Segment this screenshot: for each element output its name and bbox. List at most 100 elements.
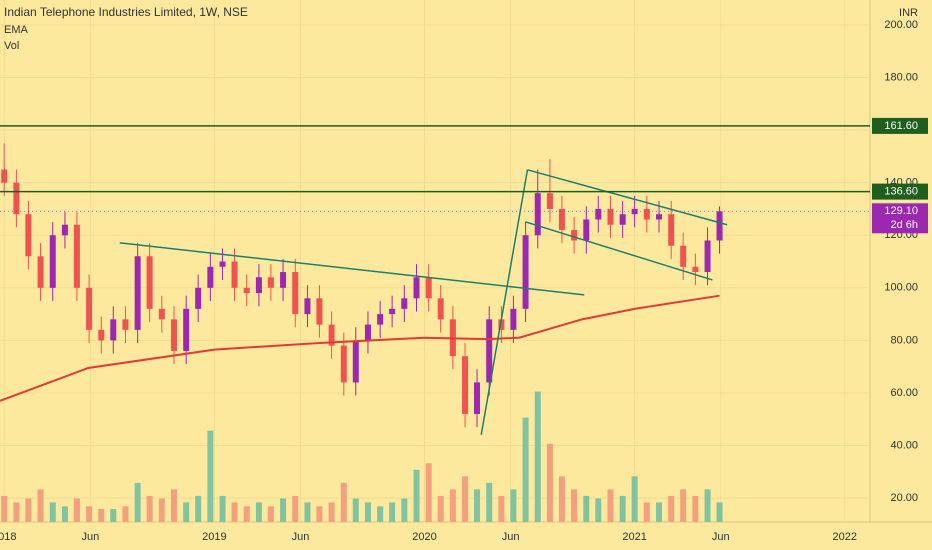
volume-bar: [364, 502, 371, 522]
candle-body: [389, 308, 396, 315]
legend-volume: Vol: [4, 40, 19, 52]
volume-bar: [255, 502, 262, 522]
volume-bar: [13, 502, 20, 522]
volume-bar: [583, 495, 590, 522]
volume-bar: [631, 476, 638, 522]
volume-bar: [449, 489, 456, 522]
trend-line: [527, 169, 728, 226]
volume-bar: [61, 506, 68, 522]
candle-body: [716, 211, 723, 241]
candle-body: [534, 193, 541, 236]
candle-body: [486, 319, 493, 383]
volume-bar: [643, 502, 650, 522]
volume-bar: [498, 495, 505, 522]
candle-body: [292, 272, 299, 315]
candle-body: [49, 235, 56, 288]
volume-bar: [571, 489, 578, 522]
candle-body: [571, 229, 578, 241]
candle-body: [425, 277, 432, 299]
volume-bar: [425, 463, 432, 522]
volume-bar: [474, 489, 481, 522]
candle-body: [195, 287, 202, 309]
candle-body: [255, 277, 262, 294]
volume-bar: [292, 495, 299, 522]
volume-bar: [413, 469, 420, 522]
candle-body: [352, 340, 359, 383]
volume-bar: [522, 417, 529, 522]
candle-body: [231, 261, 238, 288]
volume-bar: [352, 498, 359, 522]
countdown-label: 2d 6h: [890, 219, 918, 231]
candle-body: [583, 219, 590, 241]
volume-bar: [37, 489, 44, 522]
volume-bar: [134, 482, 141, 522]
candle-body: [510, 308, 517, 330]
candle-body: [61, 224, 68, 236]
candle-body: [377, 314, 384, 325]
volume-bar: [146, 495, 153, 522]
chart-title: Indian Telephone Industries Limited, 1W,…: [4, 5, 248, 19]
volume-bar: [340, 482, 347, 522]
volume-bar: [304, 502, 311, 522]
candle-body: [1, 169, 8, 183]
candle-body: [668, 214, 675, 246]
volume-bar: [704, 489, 711, 522]
volume-bar: [680, 489, 687, 522]
candle-body: [558, 208, 565, 230]
volume-bar: [486, 482, 493, 522]
candle-body: [98, 329, 105, 341]
candle-body: [498, 319, 505, 330]
x-tick-label: 2018: [0, 531, 16, 543]
candle-body: [110, 319, 117, 341]
trend-line: [525, 221, 713, 281]
candle-body: [146, 256, 153, 309]
candle-body: [25, 214, 32, 257]
volume-bar: [377, 506, 384, 522]
candle-body: [704, 240, 711, 273]
candle-body: [680, 245, 687, 267]
volume-bar: [316, 506, 323, 522]
volume-bar: [595, 498, 602, 522]
volume-bar: [558, 476, 565, 522]
y-tick-label: 180.00: [884, 71, 918, 83]
candle-body: [219, 261, 226, 267]
candle-body: [171, 319, 177, 351]
ema-line: [0, 294, 720, 402]
volume-bar: [243, 506, 250, 522]
volume-bar: [328, 502, 335, 522]
y-tick-label: 80.00: [890, 334, 918, 346]
volume-bar: [86, 506, 93, 522]
volume-bar: [219, 495, 226, 522]
volume-bar: [607, 489, 614, 522]
candle-body: [122, 319, 129, 330]
y-tick-label: 40.00: [890, 439, 918, 451]
volume-bar: [231, 502, 238, 522]
volume-bar: [656, 502, 663, 522]
candle-body: [304, 298, 311, 315]
candle-body: [607, 208, 614, 225]
volume-bar: [668, 495, 675, 522]
trend-line: [480, 169, 529, 435]
last-price-box: [872, 203, 928, 234]
last-price-label: 129.10: [884, 205, 918, 217]
volume-bar: [183, 502, 190, 522]
candle-body: [631, 208, 638, 215]
candle-body: [643, 208, 650, 220]
legend-ema: EMA: [4, 24, 29, 36]
candle-body: [73, 224, 80, 288]
volume-bar: [546, 443, 553, 522]
x-tick-label: Jun: [502, 531, 520, 543]
candle-body: [183, 308, 190, 351]
volume-bar: [534, 391, 541, 522]
candle-body: [134, 256, 141, 330]
candle-body: [595, 208, 602, 220]
candle-body: [656, 214, 663, 220]
candle-body: [546, 193, 553, 209]
candle-body: [328, 324, 335, 346]
volume-bar: [158, 498, 165, 522]
candle-body: [316, 298, 323, 325]
candle-body: [207, 266, 214, 288]
volume-bar: [401, 498, 408, 522]
